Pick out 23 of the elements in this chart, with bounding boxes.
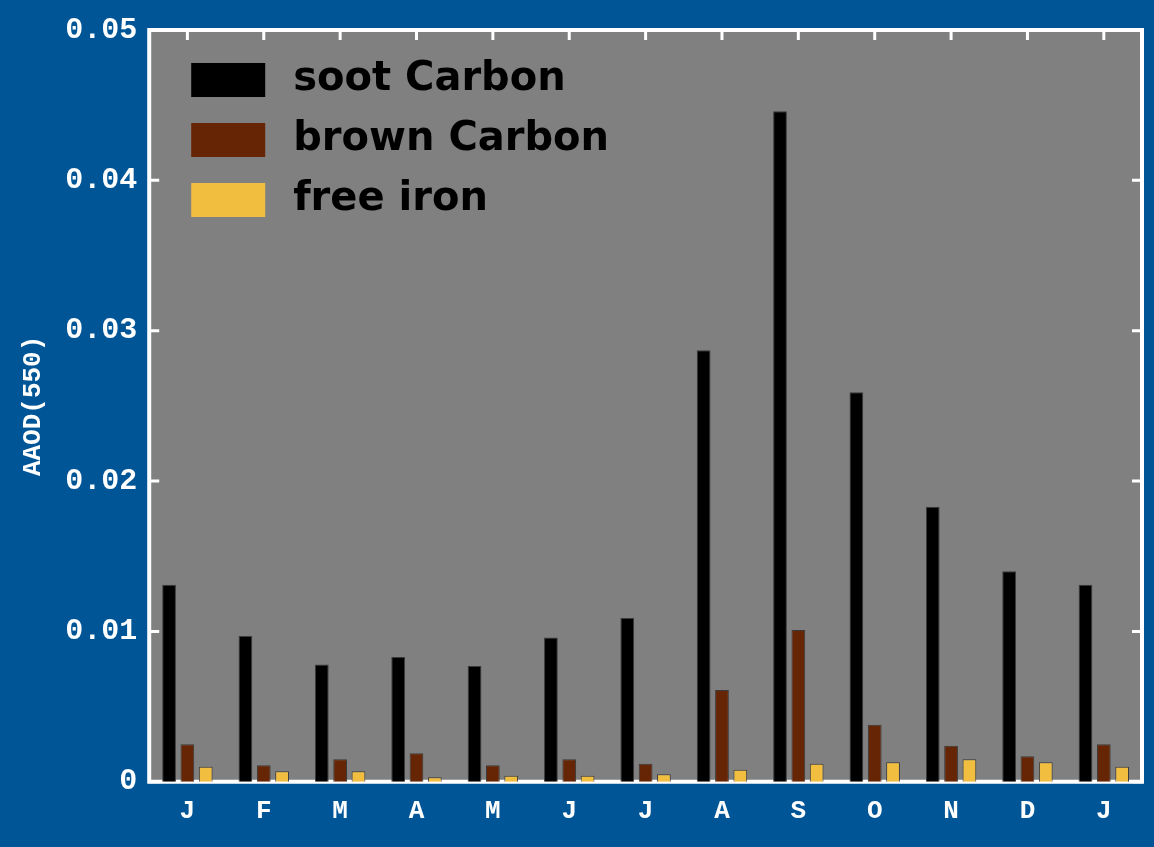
x-tick-label: M [485, 795, 501, 826]
y-axis-title: AAOD(550) [18, 335, 49, 477]
x-tick-label: N [943, 795, 959, 826]
x-tick-label: A [714, 795, 731, 826]
x-tick-label: J [179, 795, 196, 826]
x-tick-label: J [561, 795, 578, 826]
x-tick-label: J [637, 795, 654, 826]
x-tick-label: A [408, 795, 425, 826]
x-tick-label: J [1096, 795, 1112, 826]
legend-label: soot Carbon [293, 53, 566, 100]
x-tick-label: S [790, 795, 807, 826]
x-tick-label: F [255, 795, 272, 826]
y-tick-label: 0.01 [65, 614, 138, 648]
y-tick-label: 0.04 [65, 162, 138, 197]
legend-label: free iron [293, 173, 488, 220]
y-tick-label: 0.02 [65, 463, 138, 498]
legend-label: brown Carbon [293, 113, 610, 160]
x-tick-label: D [1019, 795, 1036, 826]
y-tick-label: 0 [119, 764, 138, 799]
y-tick-label: 0.05 [65, 12, 138, 47]
x-tick-label: M [332, 795, 348, 826]
x-tick-label: O [866, 795, 883, 826]
y-tick-label: 0.03 [65, 313, 138, 348]
